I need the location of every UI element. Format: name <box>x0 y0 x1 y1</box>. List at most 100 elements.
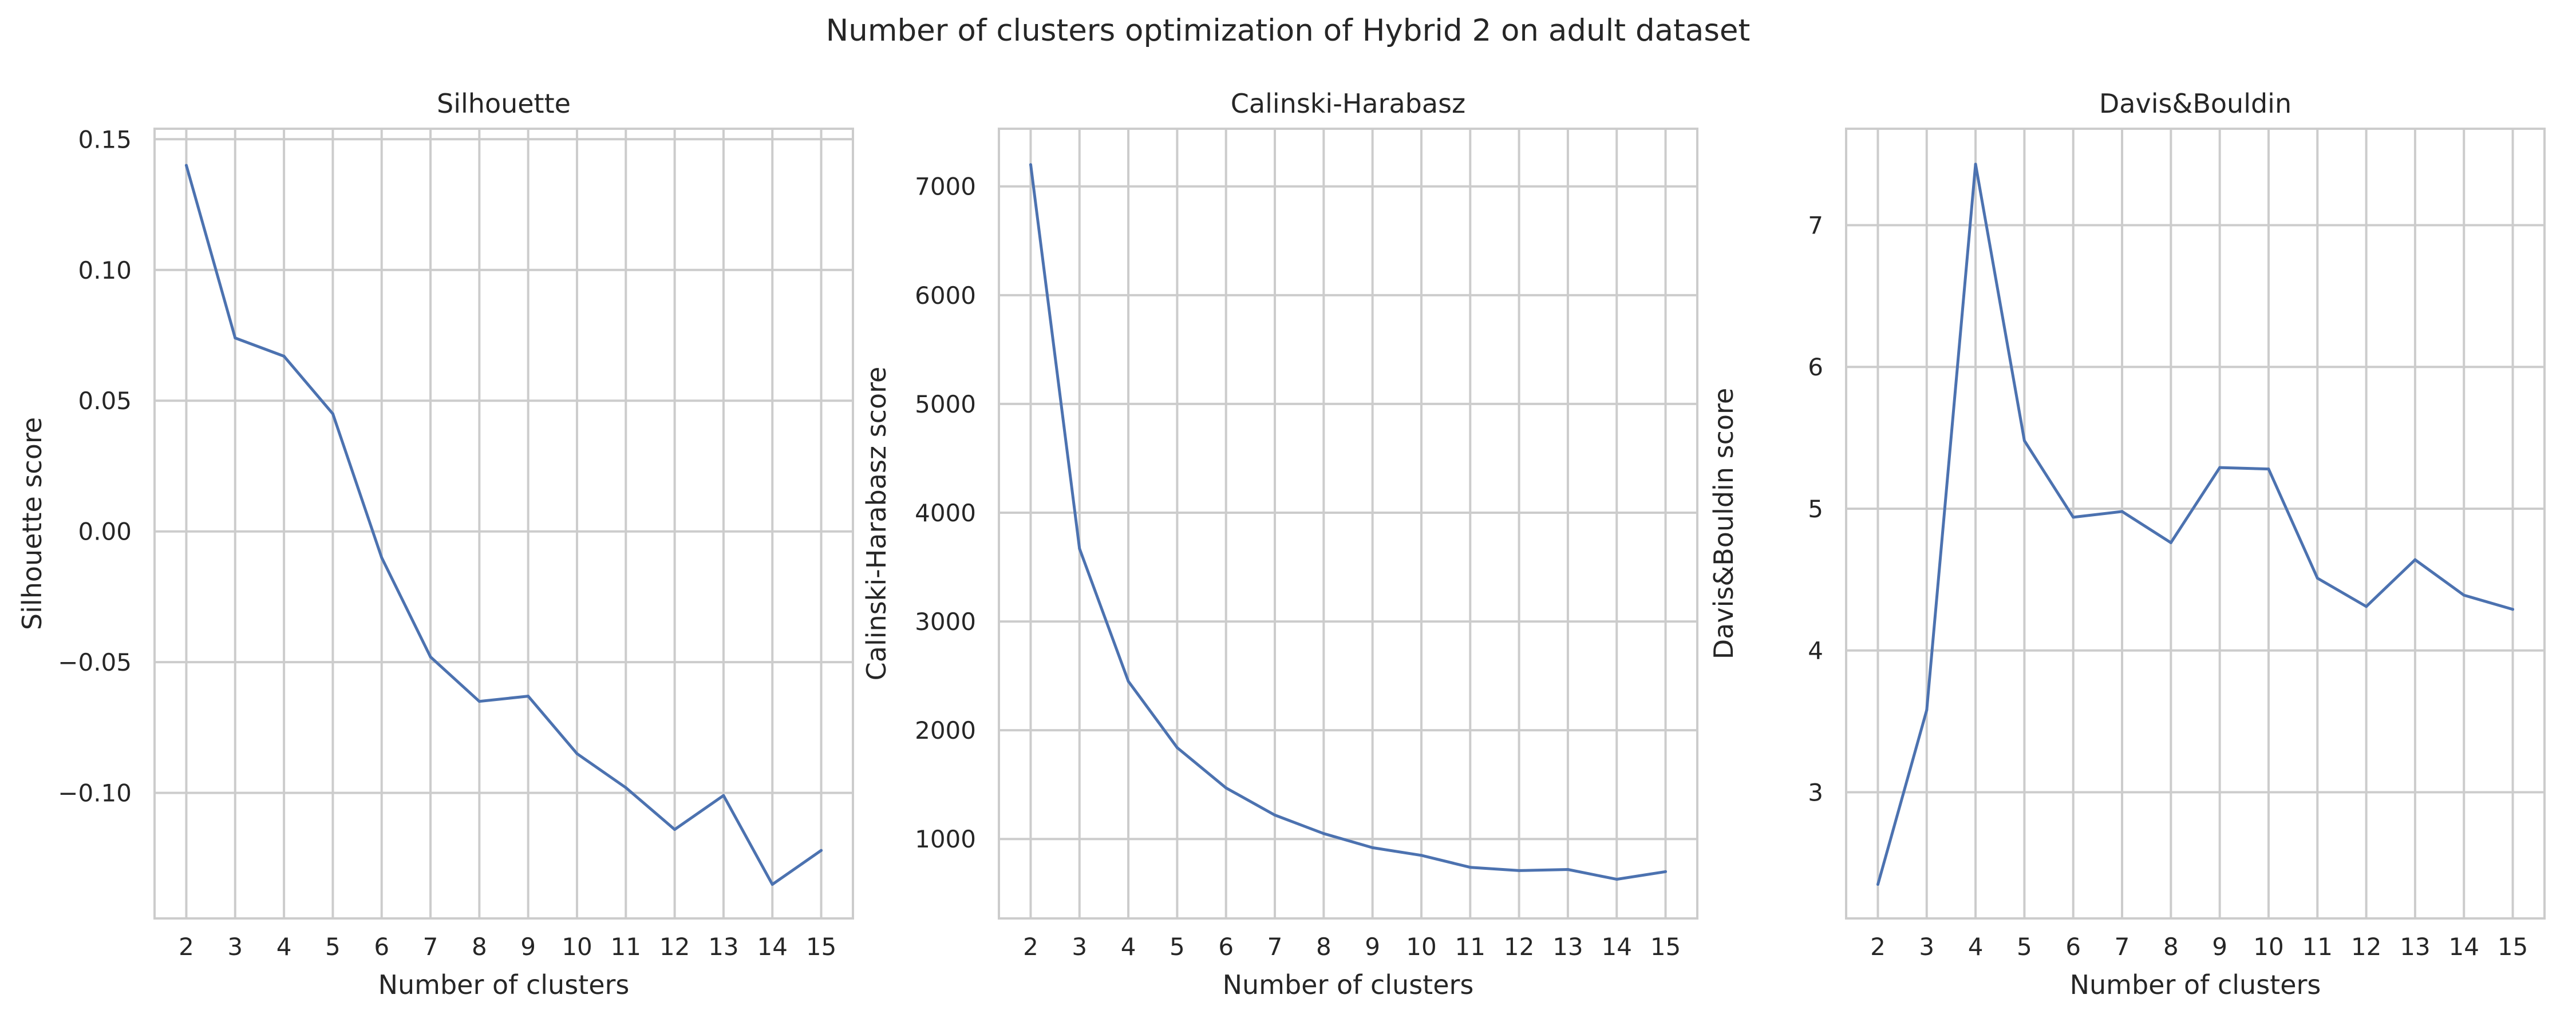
data-point <box>722 794 725 797</box>
x-tick-label: 7 <box>2115 933 2130 961</box>
series-line <box>1876 163 2514 886</box>
data-point <box>282 355 286 358</box>
grid-lines <box>999 129 1697 918</box>
x-tick-label: 6 <box>2065 933 2081 961</box>
calinski-harabasz-panel: Calinski-Harabasz Number of clusters Cal… <box>861 88 1698 1000</box>
data-point <box>771 883 774 886</box>
x-tick-label: 11 <box>1455 933 1485 961</box>
x-tick-label: 6 <box>374 933 389 961</box>
y-tick-label: 7000 <box>915 173 976 201</box>
data-point <box>527 695 530 698</box>
x-axis-label: Number of clusters <box>1223 969 1474 1000</box>
x-tick-label: 5 <box>325 933 341 961</box>
y-tick-label: 5000 <box>915 390 976 418</box>
y-tick-label: 3 <box>1808 778 1823 806</box>
x-tick-label: 12 <box>1504 933 1534 961</box>
data-point <box>2022 439 2026 442</box>
y-tick-label: 6 <box>1808 353 1823 381</box>
series-line <box>1029 163 1667 881</box>
panel-title: Silhouette <box>437 88 571 119</box>
data-point <box>429 655 432 659</box>
x-tick-label: 6 <box>1218 933 1234 961</box>
data-point <box>2218 466 2222 469</box>
x-tick-label: 9 <box>520 933 536 961</box>
x-tick-label: 13 <box>2400 933 2430 961</box>
data-point <box>1029 163 1032 167</box>
data-point <box>2511 608 2515 611</box>
x-axis-label: Number of clusters <box>378 969 630 1000</box>
x-tick-label: 5 <box>1170 933 1185 961</box>
x-tick-label: 8 <box>472 933 487 961</box>
x-tick-label: 2 <box>1870 933 1886 961</box>
data-point <box>1273 813 1277 817</box>
panel-title: Calinski-Harabasz <box>1231 88 1465 119</box>
data-point <box>1420 854 1423 857</box>
data-point <box>1322 832 1325 835</box>
data-point <box>184 164 188 167</box>
data-point <box>1876 883 1879 886</box>
x-tick-label: 3 <box>1919 933 1934 961</box>
data-point <box>2072 516 2075 519</box>
panel-title: Davis&Bouldin <box>2099 88 2291 119</box>
x-tick-label: 14 <box>2449 933 2479 961</box>
y-tick-label: 4000 <box>915 499 976 527</box>
x-axis-label: Number of clusters <box>2070 969 2321 1000</box>
x-tick-label: 8 <box>2163 933 2179 961</box>
data-point <box>1078 547 1081 550</box>
data-point <box>1566 867 1570 871</box>
grid-lines <box>155 129 853 918</box>
data-point <box>2462 593 2466 597</box>
data-point <box>380 556 384 559</box>
data-point <box>624 786 627 790</box>
y-axis-label: Davis&Bouldin score <box>1708 388 1739 659</box>
data-point <box>1518 869 1521 872</box>
x-tick-label: 15 <box>2498 933 2528 961</box>
y-tick-label: 2000 <box>915 716 976 744</box>
y-tick-label: 0.10 <box>78 256 132 284</box>
data-point <box>477 700 481 703</box>
data-point <box>2365 605 2368 608</box>
x-tick-label: 4 <box>1968 933 1984 961</box>
x-tick-label: 15 <box>1650 933 1681 961</box>
data-point <box>1127 680 1130 683</box>
y-tick-label: 4 <box>1808 637 1823 665</box>
x-tick-label: 3 <box>1072 933 1087 961</box>
x-tick-label: 5 <box>2017 933 2032 961</box>
data-point <box>331 412 334 415</box>
y-tick-label: 0.15 <box>78 125 132 153</box>
x-tick-label: 4 <box>276 933 292 961</box>
x-tick-label: 3 <box>227 933 243 961</box>
x-tick-label: 11 <box>611 933 641 961</box>
data-point <box>1925 708 1929 712</box>
plot-frame <box>153 128 854 920</box>
data-point <box>1175 746 1179 750</box>
x-tick-label: 15 <box>806 933 836 961</box>
data-point <box>673 828 677 831</box>
data-point <box>1974 163 1977 166</box>
x-tick-label: 8 <box>1316 933 1332 961</box>
data-point <box>2169 541 2172 544</box>
data-point <box>2316 576 2319 580</box>
x-tick-label: 10 <box>562 933 592 961</box>
y-axis-label: Silhouette score <box>17 417 48 630</box>
x-tick-label: 14 <box>1602 933 1632 961</box>
x-tick-label: 9 <box>2212 933 2227 961</box>
x-tick-label: 13 <box>1552 933 1583 961</box>
x-tick-label: 9 <box>1365 933 1380 961</box>
x-tick-label: 2 <box>1023 933 1038 961</box>
plot-frame <box>1845 128 2546 920</box>
data-point <box>575 752 579 755</box>
grid-lines <box>1846 129 2545 918</box>
x-tick-label: 7 <box>1267 933 1283 961</box>
y-tick-label: −0.10 <box>58 779 132 807</box>
y-tick-label: 7 <box>1808 211 1823 239</box>
y-tick-label: 5 <box>1808 495 1823 523</box>
data-point <box>1664 870 1668 873</box>
y-tick-label: 0.00 <box>78 518 132 546</box>
y-axis-label: Calinski-Harabasz score <box>861 367 892 681</box>
data-point <box>1615 878 1618 881</box>
data-point <box>820 849 823 852</box>
data-point <box>2267 468 2270 471</box>
y-tick-label: 6000 <box>915 282 976 310</box>
